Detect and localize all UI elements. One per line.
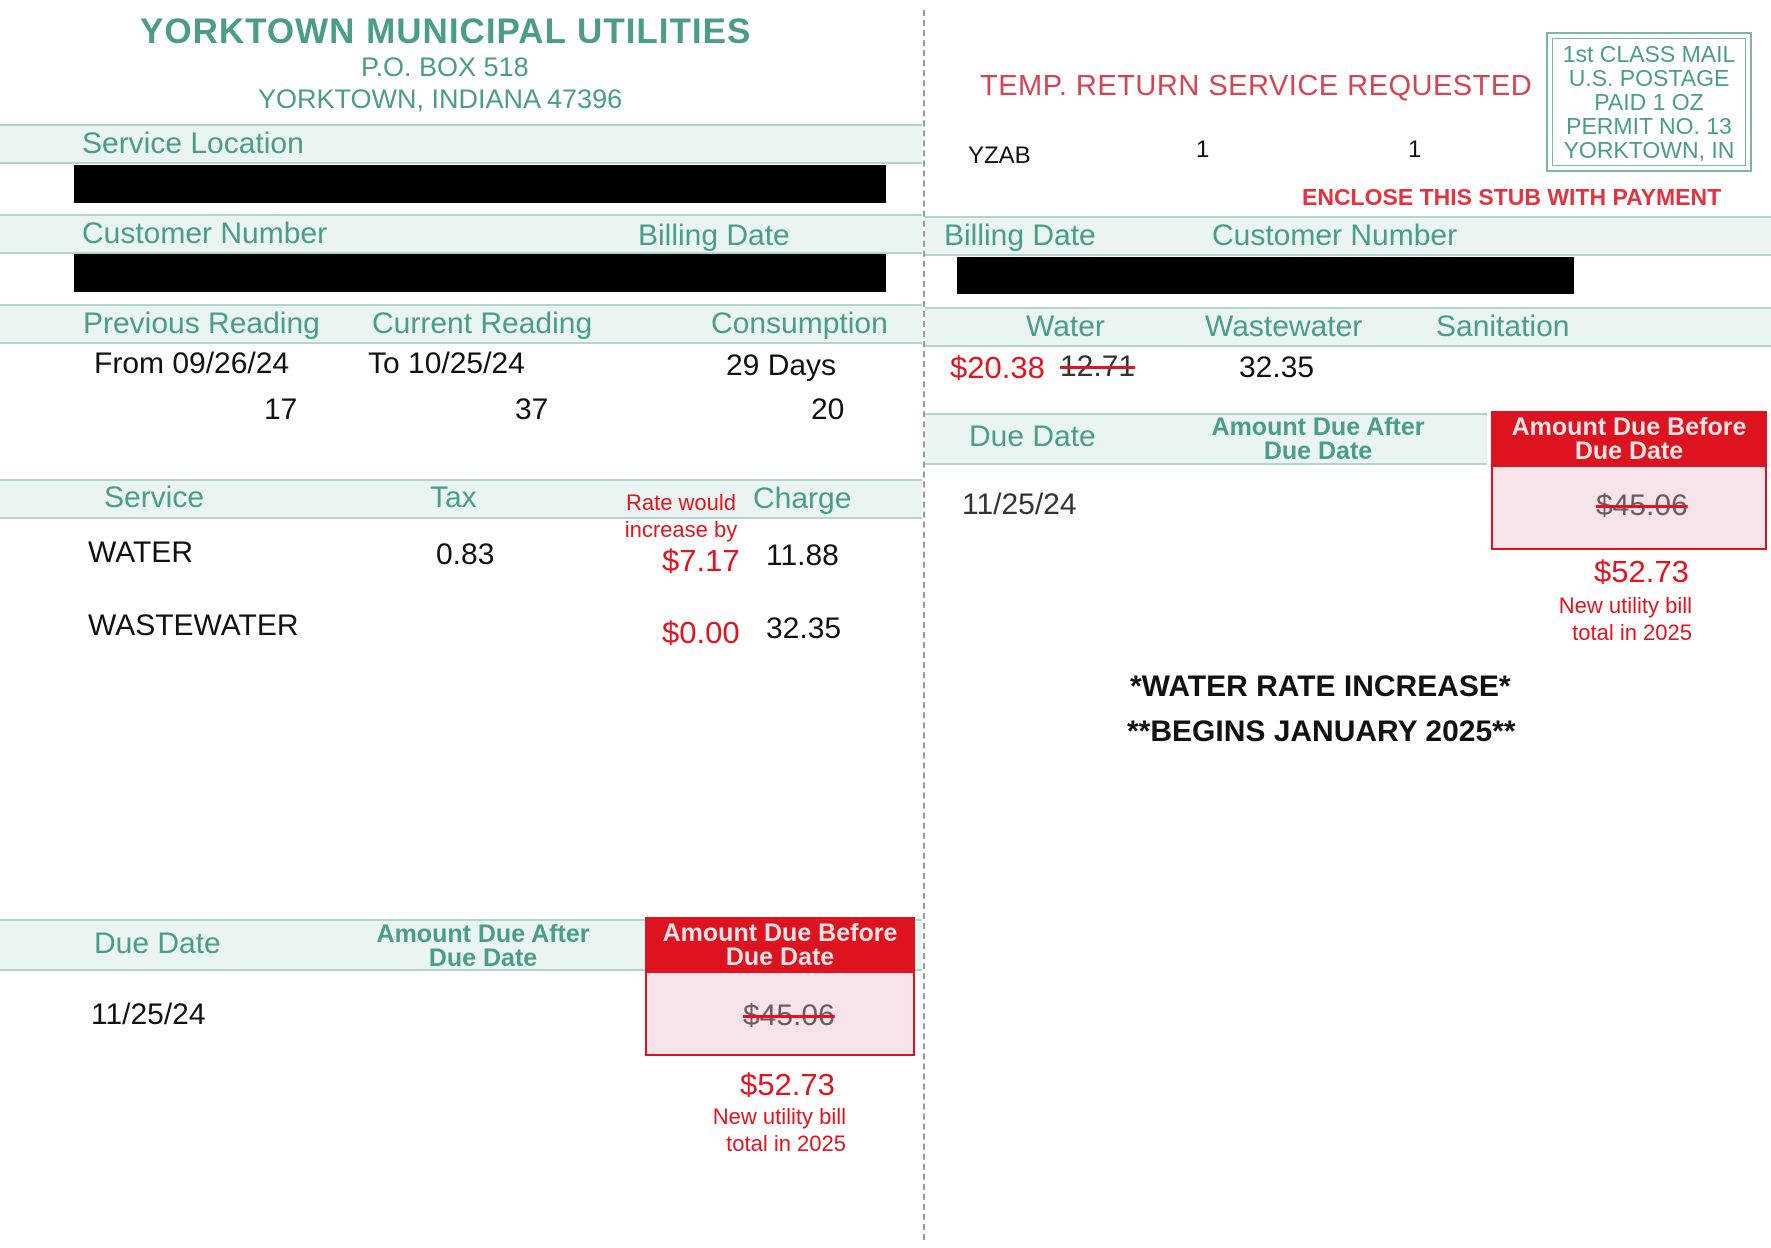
temp-return-notice: TEMP. RETURN SERVICE REQUESTED bbox=[980, 70, 1533, 102]
postage-line2: U.S. POSTAGE bbox=[1568, 65, 1730, 91]
service-water-name: WATER bbox=[88, 536, 193, 569]
postage-line4: PERMIT NO. 13 bbox=[1566, 113, 1732, 139]
stub-new-total: $52.73 bbox=[1594, 554, 1689, 589]
rate-increase-notice-line1: *WATER RATE INCREASE* bbox=[1130, 670, 1511, 703]
stub-amount-before-header: Amount Due Before Due Date bbox=[1491, 411, 1767, 465]
stub-new-total-note-line2: total in 2025 bbox=[1572, 620, 1692, 645]
route-number-2: 1 bbox=[1408, 136, 1422, 163]
previous-reading-label: Previous Reading bbox=[83, 307, 320, 340]
stub-amount-after-label: Amount Due After Due Date bbox=[1193, 413, 1443, 465]
postage-text: 1st CLASS MAIL U.S. POSTAGE PAID 1 OZ PE… bbox=[1548, 42, 1750, 162]
utility-name: YORKTOWN MUNICIPAL UTILITIES bbox=[140, 12, 752, 51]
customer-number-label: Customer Number bbox=[82, 217, 328, 250]
consumption-value: 20 bbox=[811, 393, 845, 426]
previous-reading-value: 17 bbox=[264, 393, 298, 426]
stub-water-old-amount: 12.71 bbox=[1060, 350, 1136, 383]
stub-amount-before-box bbox=[1491, 465, 1767, 550]
consumption-label: Consumption bbox=[711, 307, 888, 340]
redacted-service-location bbox=[74, 165, 886, 203]
stub-customer-number-label: Customer Number bbox=[1212, 219, 1458, 252]
tax-column-label: Tax bbox=[430, 481, 477, 514]
stub-amount-before-label-line1: Amount Due Before bbox=[1511, 413, 1747, 441]
current-reading-label: Current Reading bbox=[372, 307, 593, 340]
enclose-stub-notice: ENCLOSE THIS STUB WITH PAYMENT bbox=[1302, 184, 1722, 210]
redacted-customer-info bbox=[74, 254, 886, 292]
stub-wastewater-label: Wastewater bbox=[1205, 310, 1363, 343]
stub-due-band bbox=[925, 413, 1487, 465]
stub-billing-band bbox=[925, 216, 1771, 256]
stub-water-label: Water bbox=[1026, 310, 1105, 343]
billing-date-label: Billing Date bbox=[638, 219, 790, 252]
left-amount-after-label: Amount Due After Due Date bbox=[358, 920, 608, 972]
stub-amount-after-label-line2: Due Date bbox=[1263, 437, 1373, 465]
left-new-total-note-line2: total in 2025 bbox=[726, 1131, 846, 1156]
left-new-total-note-line1: New utility bill bbox=[712, 1104, 846, 1129]
stub-charges-band bbox=[925, 307, 1771, 347]
stub-billing-date-label: Billing Date bbox=[944, 219, 1096, 252]
postage-line5: YORKTOWN, IN bbox=[1563, 137, 1735, 163]
stub-water-new-amount: $20.38 bbox=[950, 350, 1045, 385]
stub-amount-before-label-line2: Due Date bbox=[1574, 437, 1684, 465]
stub-wastewater-amount: 32.35 bbox=[1239, 351, 1315, 384]
utility-po-box: P.O. BOX 518 bbox=[361, 52, 529, 82]
postage-line3: PAID 1 OZ bbox=[1594, 89, 1704, 115]
rate-increase-note-line2: increase by bbox=[624, 517, 738, 542]
rate-increase-note-line1: Rate would bbox=[625, 490, 737, 515]
service-water-tax: 0.83 bbox=[436, 538, 495, 571]
stub-new-total-note-line1: New utility bill bbox=[1558, 593, 1692, 618]
left-new-total-note: New utility bill total in 2025 bbox=[686, 1103, 846, 1157]
stub-sanitation-label: Sanitation bbox=[1436, 310, 1570, 343]
wastewater-increase-amount: $0.00 bbox=[662, 615, 740, 650]
left-amount-before-label-line2: Due Date bbox=[725, 943, 835, 971]
left-amount-before-value: $45.06 bbox=[743, 999, 835, 1032]
charge-column-label: Charge bbox=[753, 482, 852, 515]
service-wastewater-name: WASTEWATER bbox=[88, 609, 299, 642]
service-location-label: Service Location bbox=[82, 127, 304, 160]
stub-new-total-note: New utility bill total in 2025 bbox=[1532, 592, 1692, 646]
stub-due-date-value: 11/25/24 bbox=[962, 488, 1077, 521]
left-due-date-label: Due Date bbox=[94, 927, 221, 960]
left-new-total: $52.73 bbox=[740, 1067, 835, 1102]
left-amount-before-box bbox=[645, 971, 915, 1056]
left-due-date-value: 11/25/24 bbox=[91, 998, 206, 1031]
postage-stamp-inner bbox=[1552, 38, 1746, 166]
left-amount-before-label-line1: Amount Due Before bbox=[662, 919, 898, 947]
service-water-charge: 11.88 bbox=[766, 539, 839, 572]
rate-increase-notice-line2: **BEGINS JANUARY 2025** bbox=[1127, 715, 1516, 748]
services-band bbox=[0, 479, 922, 519]
route-number-1: 1 bbox=[1196, 136, 1210, 163]
left-amount-after-label-line2: Due Date bbox=[428, 944, 538, 972]
utility-address: YORKTOWN, INDIANA 47396 bbox=[258, 84, 623, 114]
readings-band bbox=[0, 304, 922, 344]
stub-amount-before-value: $45.06 bbox=[1596, 489, 1688, 522]
left-amount-before-header: Amount Due Before Due Date bbox=[645, 917, 915, 971]
perforation-divider bbox=[923, 10, 925, 1240]
service-wastewater-charge: 32.35 bbox=[766, 612, 842, 645]
reading-days: 29 Days bbox=[726, 349, 837, 382]
current-reading-value: 37 bbox=[515, 393, 549, 426]
stub-due-date-label: Due Date bbox=[969, 420, 1096, 453]
postage-line1: 1st CLASS MAIL bbox=[1562, 41, 1736, 67]
redacted-stub-customer-info bbox=[957, 257, 1574, 294]
reading-to-date: To 10/25/24 bbox=[368, 347, 525, 380]
customer-number-band bbox=[0, 214, 922, 254]
reading-from-date: From 09/26/24 bbox=[94, 347, 290, 380]
water-increase-amount: $7.17 bbox=[662, 543, 740, 578]
service-column-label: Service bbox=[104, 481, 205, 514]
route-code: YZAB bbox=[968, 142, 1031, 169]
rate-increase-note: Rate would increase by bbox=[616, 489, 746, 543]
postage-stamp: 1st CLASS MAIL U.S. POSTAGE PAID 1 OZ PE… bbox=[1546, 32, 1752, 172]
service-location-band bbox=[0, 124, 922, 164]
left-amount-after-label-line1: Amount Due After bbox=[376, 920, 590, 948]
stub-amount-after-label-line1: Amount Due After bbox=[1211, 413, 1425, 441]
